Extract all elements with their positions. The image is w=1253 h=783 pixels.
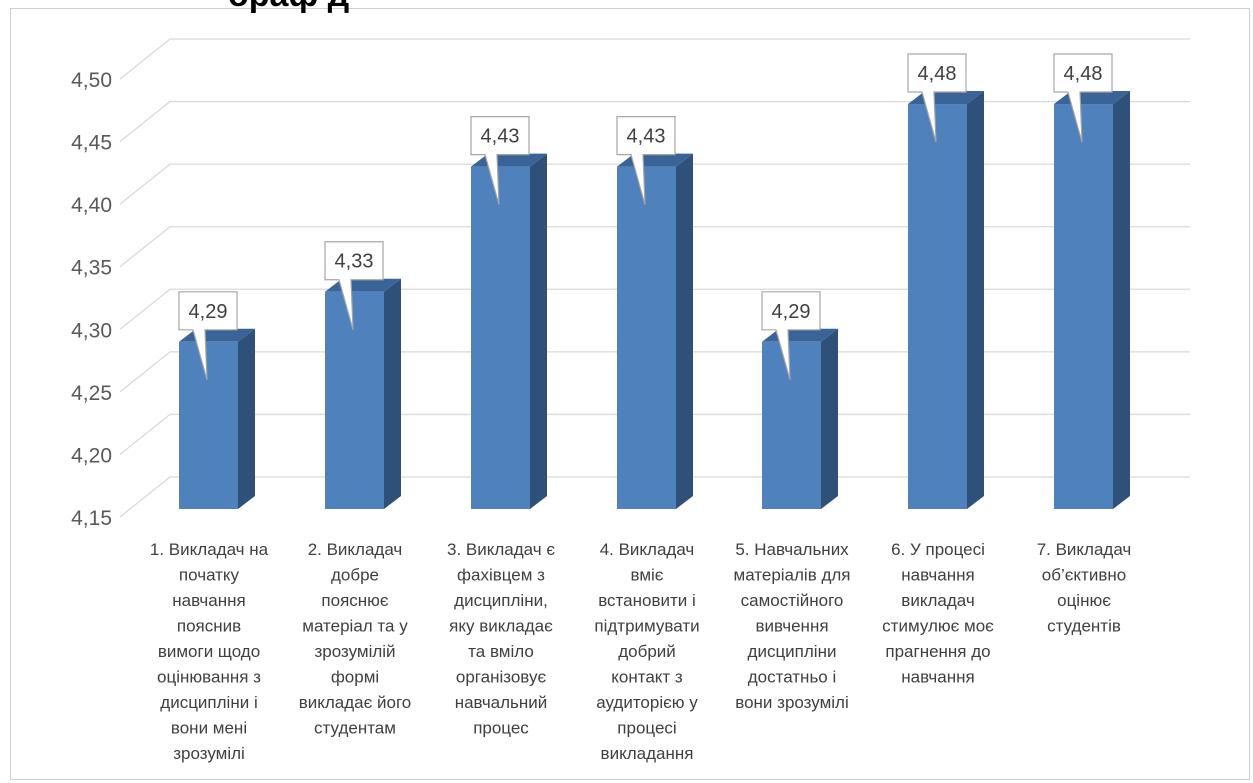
gridline — [119, 288, 1190, 330]
bar-front — [325, 291, 384, 509]
bar — [908, 91, 984, 510]
data-label: 4,29 — [772, 301, 811, 323]
data-label-callout: 4,43 — [470, 116, 530, 205]
bar-front — [179, 341, 238, 509]
bar — [179, 328, 255, 509]
bar-side — [384, 278, 401, 509]
category-label: 7. Викладач об’єктивно оцінює студентів — [1037, 540, 1132, 636]
bar-side — [676, 153, 693, 509]
data-label-callout: 4,43 — [616, 116, 676, 205]
gridline — [119, 100, 1190, 143]
category-label: 3. Викладач є фахівцем з дисципліни, яку ви… — [447, 540, 555, 738]
y-tick-label: 4,50 — [71, 69, 112, 92]
category-label: 1. Викладач на початку навчання пояснив вимо… — [150, 540, 269, 763]
data-label: 4,48 — [1064, 63, 1103, 85]
data-labels: 4,29 4,33 4,43 4,43 4,29 4,48 4,48 — [178, 53, 1113, 380]
gridline — [119, 38, 1190, 80]
bar — [1054, 91, 1130, 510]
y-tick-label: 4,15 — [71, 507, 112, 530]
heading-fragment: ораф д — [228, 0, 349, 12]
category-label: 6. У процесі навчання викладач стимулює моє… — [882, 540, 994, 687]
y-tick-label: 4,30 — [71, 319, 112, 342]
grid-lines — [119, 38, 1190, 518]
gridline — [119, 413, 1190, 455]
gridline — [119, 476, 1190, 518]
bar-front — [471, 166, 530, 509]
data-label: 4,43 — [481, 126, 520, 148]
data-label: 4,43 — [627, 126, 666, 148]
data-label: 4,29 — [189, 301, 228, 323]
data-label-callout: 4,29 — [178, 291, 238, 380]
category-label: 2. Викладач добре пояснює матеріал та у зроз… — [299, 540, 412, 738]
y-axis-tick-labels: 4,15 4,20 4,25 4,30 4,35 4,40 4,45 4,50 — [71, 69, 112, 530]
y-tick-label: 4,35 — [71, 257, 112, 280]
category-label: 4. Викладач вміє встановити і підтримувати д… — [594, 540, 699, 763]
bar — [471, 153, 547, 509]
y-tick-label: 4,40 — [71, 194, 112, 217]
data-label: 4,33 — [335, 251, 374, 273]
gridline — [119, 351, 1190, 393]
bar-front — [1054, 104, 1113, 510]
data-label-callout: 4,48 — [1053, 53, 1113, 143]
bar — [617, 153, 693, 509]
bar-side — [821, 328, 838, 509]
bar-side — [1113, 91, 1130, 510]
bar-front — [762, 341, 821, 509]
y-tick-label: 4,45 — [71, 132, 112, 155]
bar-front — [908, 104, 967, 510]
data-label: 4,48 — [918, 63, 957, 85]
data-label-callout: 4,33 — [324, 241, 384, 330]
gridline — [119, 163, 1190, 205]
bars — [179, 91, 1130, 510]
data-label-callout: 4,48 — [907, 53, 967, 143]
bar-side — [530, 153, 547, 509]
y-tick-label: 4,20 — [71, 444, 112, 467]
bar — [762, 328, 838, 509]
bar-front — [617, 166, 676, 509]
bar — [325, 278, 401, 509]
category-label: 5. Навчальних матеріалів для самостійного в… — [734, 540, 851, 712]
bar-side — [967, 91, 984, 510]
category-labels: 1. Викладач на початку навчання пояснив вимо… — [150, 540, 1131, 763]
bar-side — [238, 328, 255, 509]
gridline — [119, 226, 1190, 268]
y-tick-label: 4,25 — [71, 382, 112, 405]
data-label-callout: 4,29 — [761, 291, 821, 380]
